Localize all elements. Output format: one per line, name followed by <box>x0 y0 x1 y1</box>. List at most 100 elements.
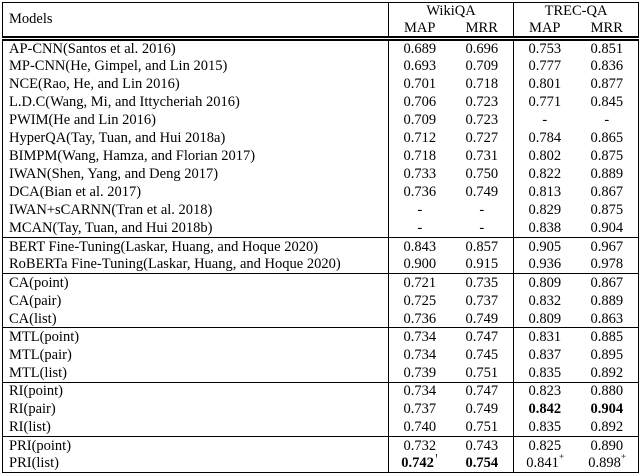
wikiqa-mrr-header: MRR <box>450 19 514 41</box>
value-cell: 0.734 <box>388 346 451 365</box>
models-column-header: Models <box>2 2 389 41</box>
value-cell: 0.843 <box>388 237 451 256</box>
value-cell: 0.829 <box>513 201 576 220</box>
table-row: MCAN(Tay, Tuan, and Hui 2018b) - - 0.838 0.9… <box>3 219 639 238</box>
model-name-cell: AP-CNN(Santos et al. 2016) <box>9 40 176 57</box>
value-cell: - <box>604 112 610 129</box>
value-cell: 0.851 <box>590 40 624 57</box>
value-cell: 0.892 <box>590 364 624 381</box>
value-cell: 0.723 <box>465 94 499 111</box>
results-table-body: AP-CNN(Santos et al. 2016) 0.689 0.696 0.75… <box>2 38 639 473</box>
model-name-cell: RI(point) <box>2 381 389 401</box>
table-row: PRI(point) 0.732 0.743 0.825 0.890 <box>2 435 639 455</box>
value-cell: 0.867 <box>590 184 624 201</box>
value-cell: 0.742† <box>388 454 451 473</box>
model-name-cell: CA(list) <box>9 310 57 327</box>
model-name-cell: BIMPM(Wang, Hamza, and Florian 2017) <box>9 148 256 165</box>
value-cell: 0.732 <box>388 435 451 455</box>
table-row: RI(pair) 0.737 0.749 0.842 0.904 <box>3 400 639 419</box>
significance-marker: ‡ <box>559 454 564 459</box>
trecqa-map-header: MAP <box>513 19 576 41</box>
value-cell: 0.813 <box>513 183 576 202</box>
value-cell: 0.739 <box>388 364 451 383</box>
value-cell: 0.895 <box>590 346 624 363</box>
value-cell: 0.831 <box>513 327 576 347</box>
model-name-cell: NCE(Rao, He, and Lin 2016) <box>9 76 180 92</box>
table-row: MP-CNN(He, Gimpel, and Lin 2015) 0.693 0.7… <box>3 57 639 76</box>
value-cell: 0.749 <box>465 184 499 201</box>
table-row: BERT Fine-Tuning(Laskar, Huang, and Hoqu… <box>2 237 639 256</box>
value-cell: 0.885 <box>575 327 639 347</box>
table-row: IWAN+sCARNN(Tran et al. 2018) - - 0.829 0.87… <box>3 201 639 220</box>
value-cell: 0.753 <box>513 38 576 58</box>
value-cell: 0.890 <box>575 435 639 455</box>
trecqa-group-header: TREC-QA <box>513 2 639 20</box>
value-cell: 0.745 <box>465 346 499 363</box>
model-name-cell: RI(list) <box>9 418 51 435</box>
value-cell: 0.747 <box>450 381 514 401</box>
value-cell: 0.845 <box>590 94 624 111</box>
value-cell: 0.721 <box>388 273 451 292</box>
value-cell: 0.749 <box>465 310 499 327</box>
model-name-cell: MP-CNN(He, Gimpel, and Lin 2015) <box>9 57 228 74</box>
value-cell: 0.801 <box>513 75 576 94</box>
table-row: RoBERTa Fine-Tuning(Laskar, Huang, and H… <box>3 255 639 274</box>
significance-marker: † <box>434 454 439 459</box>
value-cell: 0.867 <box>575 273 639 292</box>
wikiqa-group-header: WikiQA <box>387 2 514 20</box>
value-cell: 0.731 <box>465 148 499 165</box>
value-cell: 0.863 <box>590 310 624 327</box>
value-cell: 0.777 <box>513 57 576 76</box>
model-name-cell: MTL(point) <box>2 327 389 347</box>
model-name-cell: BERT Fine-Tuning(Laskar, Huang, and Hoqu… <box>2 237 389 256</box>
model-name-cell: PWIM(He and Lin 2016) <box>9 112 156 129</box>
value-cell: 0.737 <box>465 292 499 309</box>
value-cell: 0.740 <box>388 418 451 437</box>
value-cell: 0.709 <box>388 111 451 130</box>
value-cell: 0.718 <box>388 147 451 166</box>
value-cell: 0.734 <box>388 327 451 347</box>
table-row: CA(list) 0.736 0.749 0.809 0.863 <box>3 309 639 328</box>
table-row: HyperQA(Tay, Tuan, and Hui 2018a) 0.712 0.… <box>3 129 639 148</box>
model-name-cell: MTL(pair) <box>9 346 72 363</box>
model-name-cell: DCA(Bian et al. 2017) <box>9 184 142 201</box>
table-row: AP-CNN(Santos et al. 2016) 0.689 0.696 0.75… <box>3 38 639 58</box>
table-row: RI(point) 0.734 0.747 0.823 0.880 <box>2 381 639 401</box>
significance-marker: ‡ <box>621 454 626 459</box>
value-cell: 0.809 <box>513 309 576 328</box>
value-cell: 0.754 <box>465 455 499 472</box>
value-cell: - <box>479 202 485 219</box>
value-cell: 0.892 <box>590 418 624 435</box>
value-cell: 0.841‡ <box>513 454 576 473</box>
value-cell: 0.880 <box>575 381 639 401</box>
value-cell: 0.915 <box>465 256 499 273</box>
value-cell: 0.865 <box>590 130 624 147</box>
table-row: CA(point) 0.721 0.735 0.809 0.867 <box>2 273 639 292</box>
value-cell: - <box>388 219 451 238</box>
value-cell: 0.696 <box>465 40 499 57</box>
value-cell: 0.750 <box>465 166 499 183</box>
value-cell: - <box>388 201 451 220</box>
value-cell: 0.751 <box>465 418 499 435</box>
value-cell: 0.836 <box>590 57 624 74</box>
table-header: Models WikiQA TREC-QA MAP MRR MAP MRR <box>2 2 639 41</box>
value-cell: 0.747 <box>450 327 514 347</box>
model-name-cell: RoBERTa Fine-Tuning(Laskar, Huang, and H… <box>9 256 341 273</box>
value-cell: 0.875 <box>590 148 624 165</box>
value-cell: 0.857 <box>450 237 514 256</box>
value-cell: 0.709 <box>465 57 499 74</box>
table-row: MTL(point) 0.734 0.747 0.831 0.885 <box>2 327 639 347</box>
value-cell: 0.733 <box>388 165 451 184</box>
value-cell: 0.822 <box>513 165 576 184</box>
value-cell: 0.735 <box>450 273 514 292</box>
value-cell: 0.905 <box>513 237 576 256</box>
model-name-cell: CA(pair) <box>9 292 62 309</box>
value-cell: 0.802 <box>513 147 576 166</box>
table-row: IWAN(Shen, Yang, and Deng 2017) 0.733 0.75… <box>3 165 639 184</box>
value-cell: 0.784 <box>513 129 576 148</box>
model-name-cell: MTL(list) <box>9 364 67 381</box>
value-cell: 0.898‡ <box>576 454 639 472</box>
value-cell: 0.712 <box>388 129 451 148</box>
